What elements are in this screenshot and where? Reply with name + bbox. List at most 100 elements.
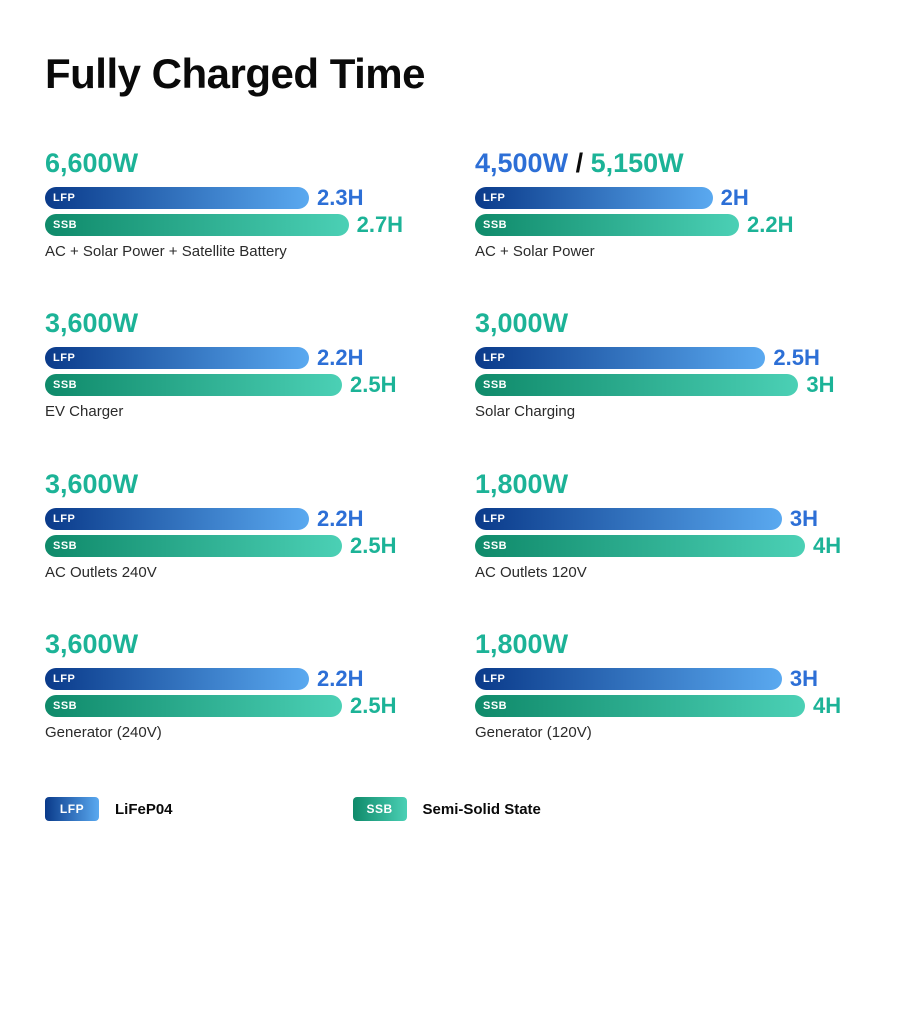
bar-row-ssb: SSB 4H <box>475 695 865 717</box>
chart-block: 3,600W LFP 2.2H SSB 2.5H Generator (240V) <box>45 629 435 743</box>
time-lfp: 2.2H <box>317 666 363 692</box>
bar-ssb: SSB <box>45 695 342 717</box>
time-ssb: 4H <box>813 533 841 559</box>
bar-label-ssb: SSB <box>483 219 507 231</box>
time-ssb: 3H <box>806 372 834 398</box>
time-lfp: 3H <box>790 506 818 532</box>
bar-label-ssb: SSB <box>483 379 507 391</box>
bar-label-lfp: LFP <box>483 352 505 364</box>
bar-label-lfp: LFP <box>53 673 75 685</box>
time-ssb: 2.5H <box>350 533 396 559</box>
bar-label-ssb: SSB <box>53 540 77 552</box>
legend-item-lfp: LFP LiFeP04 <box>45 797 173 821</box>
legend-swatch-lfp: LFP <box>45 797 99 821</box>
wattage-primary: 3,600W <box>45 308 138 338</box>
wattage-primary: 1,800W <box>475 629 568 659</box>
legend-label-ssb: Semi-Solid State <box>423 801 541 818</box>
chart-block: 3,000W LFP 2.5H SSB 3H Solar Charging <box>475 308 865 422</box>
bar-label-lfp: LFP <box>53 192 75 204</box>
chart-caption: EV Charger <box>45 402 435 422</box>
chart-caption: AC + Solar Power <box>475 242 865 262</box>
legend: LFP LiFeP04 SSB Semi-Solid State <box>45 797 865 821</box>
bar-label-lfp: LFP <box>53 513 75 525</box>
bar-row-lfp: LFP 2.5H <box>475 347 865 369</box>
bar-row-lfp: LFP 3H <box>475 668 865 690</box>
legend-item-ssb: SSB Semi-Solid State <box>353 797 541 821</box>
bar-ssb: SSB <box>475 374 798 396</box>
bar-row-ssb: SSB 2.5H <box>45 695 435 717</box>
wattage-primary: 3,600W <box>45 469 138 499</box>
bar-row-lfp: LFP 2H <box>475 187 865 209</box>
bar-row-lfp: LFP 3H <box>475 508 865 530</box>
time-lfp: 3H <box>790 666 818 692</box>
wattage-primary: 6,600W <box>45 148 138 178</box>
bar-row-lfp: LFP 2.2H <box>45 668 435 690</box>
wattage-heading: 3,600W <box>45 469 435 500</box>
wattage-heading: 3,600W <box>45 308 435 339</box>
bar-lfp: LFP <box>475 508 782 530</box>
time-lfp: 2.3H <box>317 185 363 211</box>
time-lfp: 2H <box>721 185 749 211</box>
chart-caption: AC Outlets 240V <box>45 563 435 583</box>
bar-lfp: LFP <box>475 347 765 369</box>
chart-block: 6,600W LFP 2.3H SSB 2.7H AC + Solar Power + S… <box>45 148 435 262</box>
bar-label-ssb: SSB <box>53 700 77 712</box>
bar-lfp: LFP <box>45 668 309 690</box>
bar-row-ssb: SSB 3H <box>475 374 865 396</box>
bar-lfp: LFP <box>45 508 309 530</box>
bar-label-ssb: SSB <box>483 700 507 712</box>
wattage-heading: 3,600W <box>45 629 435 660</box>
bar-label-lfp: LFP <box>483 513 505 525</box>
bar-ssb: SSB <box>45 374 342 396</box>
bar-label-lfp: LFP <box>483 192 505 204</box>
time-lfp: 2.2H <box>317 345 363 371</box>
legend-swatch-ssb: SSB <box>353 797 407 821</box>
page-title: Fully Charged Time <box>45 50 865 98</box>
wattage-heading: 3,000W <box>475 308 865 339</box>
wattage-separator: / <box>568 148 591 178</box>
chart-block: 1,800W LFP 3H SSB 4H AC Outlets 120V <box>475 469 865 583</box>
bar-lfp: LFP <box>475 187 713 209</box>
bar-lfp: LFP <box>45 187 309 209</box>
wattage-primary: 4,500W <box>475 148 568 178</box>
chart-caption: Solar Charging <box>475 402 865 422</box>
bar-row-lfp: LFP 2.2H <box>45 508 435 530</box>
chart-caption: AC Outlets 120V <box>475 563 865 583</box>
chart-caption: AC + Solar Power + Satellite Battery <box>45 242 435 262</box>
bar-row-ssb: SSB 2.5H <box>45 535 435 557</box>
time-lfp: 2.2H <box>317 506 363 532</box>
bar-row-lfp: LFP 2.2H <box>45 347 435 369</box>
bar-label-lfp: LFP <box>53 352 75 364</box>
bar-label-ssb: SSB <box>53 379 77 391</box>
bar-label-lfp: LFP <box>483 673 505 685</box>
chart-block: 3,600W LFP 2.2H SSB 2.5H EV Charger <box>45 308 435 422</box>
bar-ssb: SSB <box>475 695 805 717</box>
wattage-primary: 3,600W <box>45 629 138 659</box>
bar-label-ssb: SSB <box>483 540 507 552</box>
bar-ssb: SSB <box>475 535 805 557</box>
time-ssb: 4H <box>813 693 841 719</box>
wattage-primary: 3,000W <box>475 308 568 338</box>
chart-grid: 6,600W LFP 2.3H SSB 2.7H AC + Solar Power + S… <box>45 148 865 743</box>
bar-ssb: SSB <box>475 214 739 236</box>
bar-ssb: SSB <box>45 214 349 236</box>
time-lfp: 2.5H <box>773 345 819 371</box>
wattage-heading: 6,600W <box>45 148 435 179</box>
bar-ssb: SSB <box>45 535 342 557</box>
legend-label-lfp: LiFeP04 <box>115 801 173 818</box>
wattage-heading: 1,800W <box>475 469 865 500</box>
time-ssb: 2.5H <box>350 693 396 719</box>
wattage-primary: 1,800W <box>475 469 568 499</box>
bar-row-lfp: LFP 2.3H <box>45 187 435 209</box>
time-ssb: 2.7H <box>357 212 403 238</box>
chart-block: 1,800WLFP3HSSB4HGenerator (120V) <box>475 629 865 743</box>
bar-label-ssb: SSB <box>53 219 77 231</box>
bar-row-ssb: SSB 2.5H <box>45 374 435 396</box>
bar-row-ssb: SSB2.2H <box>475 214 865 236</box>
wattage-secondary: 5,150W <box>591 148 684 178</box>
chart-caption: Generator (240V) <box>45 723 435 743</box>
wattage-heading: 1,800W <box>475 629 865 660</box>
bar-row-ssb: SSB 2.7H <box>45 214 435 236</box>
wattage-heading: 4,500W / 5,150W <box>475 148 865 179</box>
time-ssb: 2.5H <box>350 372 396 398</box>
